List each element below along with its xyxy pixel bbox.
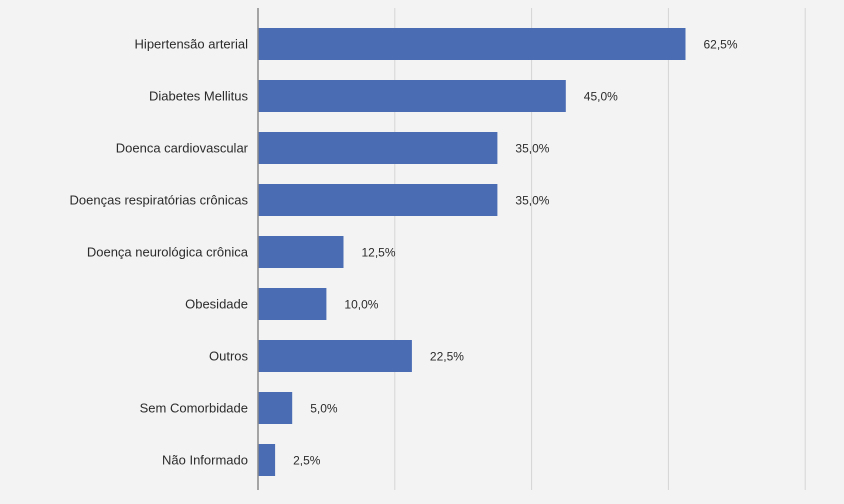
value-label: 35,0% [515, 142, 549, 156]
bars [258, 28, 686, 476]
value-label: 45,0% [584, 90, 618, 104]
category-label: Diabetes Mellitus [149, 89, 248, 104]
labels: Hipertensão arterial 62,5% Diabetes Mellit… [70, 37, 738, 468]
bar [258, 444, 276, 476]
bar [258, 288, 327, 320]
value-label: 12,5% [362, 246, 396, 260]
value-label: 2,5% [293, 454, 321, 468]
bar [258, 236, 344, 268]
bar [258, 184, 498, 216]
value-label: 22,5% [430, 350, 464, 364]
category-label: Doenças respiratórias crônicas [70, 193, 249, 208]
bar [258, 340, 412, 372]
value-label: 10,0% [344, 298, 378, 312]
category-label: Outros [209, 349, 249, 364]
bar [258, 132, 498, 164]
value-label: 62,5% [704, 38, 738, 52]
category-label: Hipertensão arterial [135, 37, 249, 52]
value-label: 35,0% [515, 194, 549, 208]
category-label: Doença neurológica crônica [87, 245, 249, 260]
category-label: Sem Comorbidade [140, 401, 248, 416]
value-label: 5,0% [310, 402, 338, 416]
bar [258, 392, 293, 424]
bar [258, 80, 566, 112]
bar [258, 28, 686, 60]
category-label: Doenca cardiovascular [116, 141, 249, 156]
category-label: Obesidade [185, 297, 248, 312]
category-label: Não Informado [162, 453, 248, 468]
